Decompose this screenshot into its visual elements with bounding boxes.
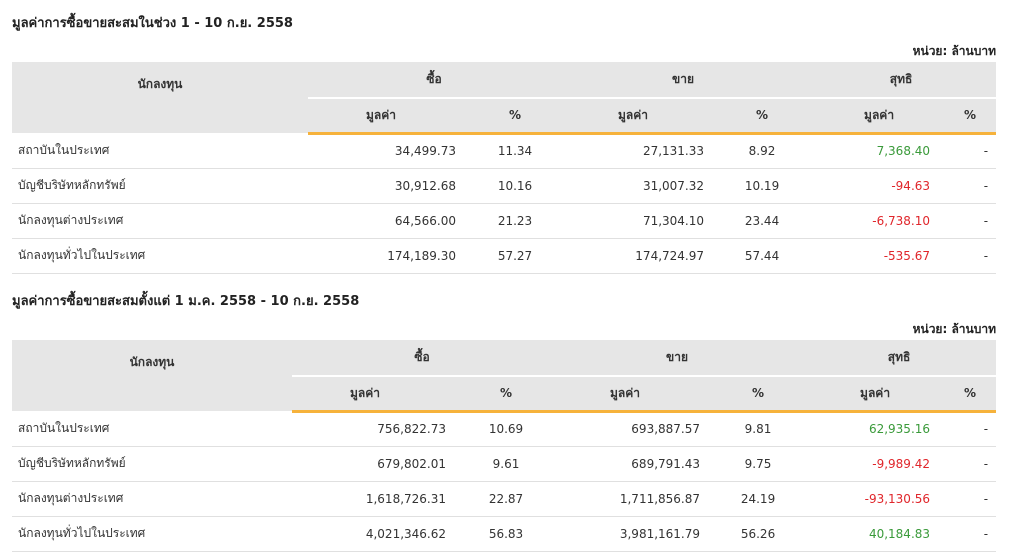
net-header: สุทธิ (806, 62, 997, 98)
net-pct: - (944, 203, 997, 239)
investor-name: บัญชีบริษัทหลักทรัพย์ (12, 446, 292, 482)
cumulative-trading-section-sept: มูลค่าการซื้อขายสะสมในช่วง 1 - 10 ก.ย. 2… (12, 14, 997, 274)
buy-pct-header: % (460, 375, 553, 413)
sell-value-header: มูลค่า (552, 375, 715, 413)
sell-pct: 9.81 (714, 411, 803, 447)
investor-name: นักลงทุนต่างประเทศ (12, 481, 292, 517)
investor-name: นักลงทุนทั่วไปในประเทศ (12, 238, 308, 274)
sell-value: 1,711,856.87 (552, 481, 715, 517)
net-value: -6,738.10 (806, 203, 945, 239)
net-header: สุทธิ (802, 340, 997, 376)
buy-value: 1,618,726.31 (292, 481, 460, 517)
header-row-main: นักลงทุน ซื้อ ขาย สุทธิ (12, 340, 997, 411)
sell-value-header: มูลค่า (560, 97, 719, 135)
sell-value: 3,981,161.79 (552, 516, 715, 552)
investor-name: นักลงทุนต่างประเทศ (12, 203, 308, 239)
sell-header: ขาย (560, 62, 807, 98)
sell-header: ขาย (552, 340, 803, 376)
table-row: นักลงทุนต่างประเทศ 1,618,726.31 22.87 1,… (12, 481, 997, 517)
buy-header: ซื้อ (308, 62, 561, 98)
sell-value: 693,887.57 (552, 411, 715, 447)
net-pct: - (944, 446, 997, 482)
trading-table: นักลงทุน ซื้อ ขาย สุทธิ มูลค่า % มูลค่า … (12, 340, 997, 552)
table-row: สถาบันในประเทศ 34,499.73 11.34 27,131.33… (12, 133, 997, 169)
net-value-header: มูลค่า (806, 97, 945, 135)
net-value: 62,935.16 (802, 411, 945, 447)
net-pct: - (944, 133, 997, 169)
sell-pct: 23.44 (718, 203, 807, 239)
buy-value: 756,822.73 (292, 411, 460, 447)
net-pct: - (944, 481, 997, 517)
sell-value: 31,007.32 (560, 168, 719, 204)
table-row: สถาบันในประเทศ 756,822.73 10.69 693,887.… (12, 411, 997, 447)
unit-label: หน่วย: ล้านบาท (912, 322, 996, 336)
buy-value: 64,566.00 (308, 203, 470, 239)
net-pct: - (944, 516, 997, 552)
table-row: บัญชีบริษัทหลักทรัพย์ 30,912.68 10.16 31… (12, 168, 997, 204)
net-pct: - (944, 411, 997, 447)
header-row-sub: มูลค่า % มูลค่า % มูลค่า % (12, 97, 997, 135)
buy-value: 30,912.68 (308, 168, 470, 204)
header-row-sub: มูลค่า % มูลค่า % มูลค่า % (12, 375, 997, 413)
investor-name: บัญชีบริษัทหลักทรัพย์ (12, 168, 308, 204)
buy-pct: 10.69 (460, 411, 553, 447)
sell-pct: 9.75 (714, 446, 803, 482)
trading-table: นักลงทุน ซื้อ ขาย สุทธิ มูลค่า % มูลค่า … (12, 62, 997, 274)
net-pct-header: % (944, 375, 997, 413)
buy-pct: 9.61 (460, 446, 553, 482)
net-pct-header: % (944, 97, 997, 135)
buy-pct: 22.87 (460, 481, 553, 517)
section-title: มูลค่าการซื้อขายสะสมในช่วง 1 - 10 ก.ย. 2… (12, 16, 293, 31)
sell-pct: 24.19 (714, 481, 803, 517)
buy-pct: 11.34 (470, 133, 561, 169)
sell-value: 689,791.43 (552, 446, 715, 482)
buy-value: 34,499.73 (308, 133, 470, 169)
buy-value: 679,802.01 (292, 446, 460, 482)
net-value: -93,130.56 (802, 481, 945, 517)
net-value: -535.67 (806, 238, 945, 274)
net-value-header: มูลค่า (802, 375, 945, 413)
investor-header: นักลงทุน (12, 62, 308, 133)
sell-pct: 56.26 (714, 516, 803, 552)
net-value: -94.63 (806, 168, 945, 204)
investor-name: สถาบันในประเทศ (12, 411, 292, 447)
net-pct: - (944, 238, 997, 274)
buy-pct: 21.23 (470, 203, 561, 239)
buy-value-header: มูลค่า (292, 375, 460, 413)
investor-header: นักลงทุน (12, 340, 292, 411)
buy-header: ซื้อ (292, 340, 553, 376)
net-value: -9,989.42 (802, 446, 945, 482)
header-row-main: นักลงทุน ซื้อ ขาย สุทธิ (12, 62, 997, 133)
sell-value: 27,131.33 (560, 133, 719, 169)
investor-name: นักลงทุนทั่วไปในประเทศ (12, 516, 292, 552)
buy-value: 174,189.30 (308, 238, 470, 274)
buy-value-header: มูลค่า (308, 97, 470, 135)
table-row: นักลงทุนทั่วไปในประเทศ 174,189.30 57.27 … (12, 238, 997, 274)
investor-name: สถาบันในประเทศ (12, 133, 308, 169)
sell-value: 71,304.10 (560, 203, 719, 239)
unit-label: หน่วย: ล้านบาท (912, 44, 996, 58)
sell-pct-header: % (718, 97, 807, 135)
table-row: บัญชีบริษัทหลักทรัพย์ 679,802.01 9.61 68… (12, 446, 997, 482)
table-row: นักลงทุนต่างประเทศ 64,566.00 21.23 71,30… (12, 203, 997, 239)
net-value: 7,368.40 (806, 133, 945, 169)
sell-value: 174,724.97 (560, 238, 719, 274)
sell-pct: 10.19 (718, 168, 807, 204)
sell-pct: 57.44 (718, 238, 807, 274)
section-title: มูลค่าการซื้อขายสะสมตั้งแต่ 1 ม.ค. 2558 … (12, 294, 360, 309)
table-row: นักลงทุนทั่วไปในประเทศ 4,021,346.62 56.8… (12, 516, 997, 552)
sell-pct: 8.92 (718, 133, 807, 169)
sell-pct-header: % (714, 375, 803, 413)
buy-value: 4,021,346.62 (292, 516, 460, 552)
buy-pct: 10.16 (470, 168, 561, 204)
net-value: 40,184.83 (802, 516, 945, 552)
buy-pct: 56.83 (460, 516, 553, 552)
net-pct: - (944, 168, 997, 204)
buy-pct: 57.27 (470, 238, 561, 274)
cumulative-trading-section-ytd: มูลค่าการซื้อขายสะสมตั้งแต่ 1 ม.ค. 2558 … (12, 292, 997, 552)
buy-pct-header: % (470, 97, 561, 135)
